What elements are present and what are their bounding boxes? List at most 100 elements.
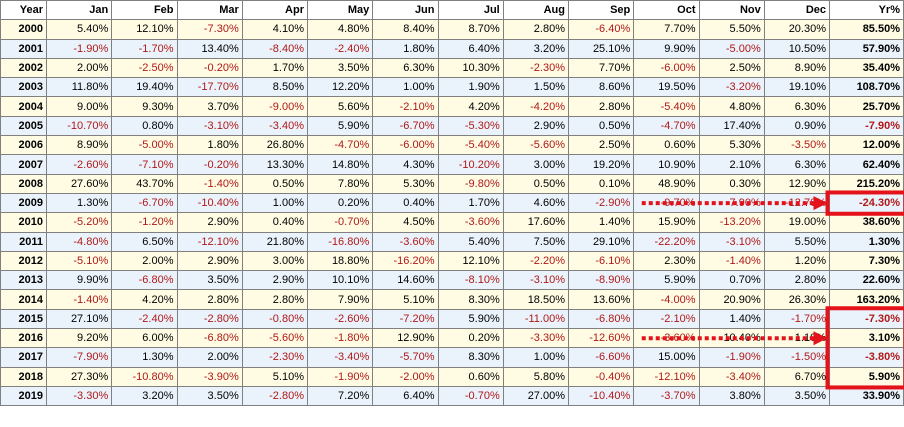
- monthly-return-cell: 0.80%: [111, 115, 178, 137]
- monthly-return-cell: 8.90%: [45, 135, 113, 156]
- yearly-return-cell: 57.90%: [829, 38, 904, 59]
- monthly-return-cell: 18.50%: [502, 289, 570, 310]
- monthly-return-cell: -1.40%: [698, 250, 765, 272]
- monthly-return-cell: -6.00%: [633, 57, 700, 79]
- yearly-return-cell: 38.60%: [829, 212, 904, 233]
- yearly-return-cell: -7.30%: [829, 308, 904, 330]
- monthly-return-cell: 1.80%: [176, 135, 243, 156]
- yearly-return-cell: 33.90%: [829, 385, 904, 407]
- monthly-return-cell: -5.20%: [45, 212, 113, 233]
- monthly-return-cell: 2.80%: [763, 270, 831, 291]
- monthly-return-cell: 1.40%: [698, 308, 765, 330]
- year-row: 2003 11.80% 19.40% -17.70% 8.50% 12.20% 1.00% 1…: [0, 77, 904, 98]
- monthly-return-cell: 20.90%: [698, 289, 765, 310]
- year-row: 2013 9.90% -6.80% 3.50% 2.90% 10.10% 14.60% -8.…: [0, 270, 904, 291]
- monthly-return-cell: 0.70%: [698, 270, 765, 291]
- monthly-return-cell: 0.60%: [437, 366, 504, 387]
- monthly-return-cell: -4.80%: [45, 231, 113, 252]
- year-cell: 2004: [0, 96, 47, 117]
- monthly-return-cell: 5.10%: [241, 366, 309, 387]
- column-header-yrpct: Yr%: [829, 0, 904, 21]
- column-header-sep: Sep: [567, 0, 635, 21]
- yearly-return-cell: 62.40%: [829, 154, 904, 175]
- year-cell: 2017: [0, 347, 47, 368]
- monthly-return-cell: 27.30%: [45, 366, 113, 387]
- monthly-return-cell: 6.30%: [763, 96, 831, 117]
- monthly-return-cell: -9.70%: [633, 192, 700, 214]
- monthly-return-cell: 5.90%: [437, 308, 504, 330]
- monthly-return-cell: 20.30%: [763, 19, 831, 40]
- monthly-return-cell: 1.70%: [437, 192, 504, 214]
- monthly-return-cell: -10.40%: [567, 385, 635, 407]
- monthly-return-cell: -6.10%: [567, 250, 635, 272]
- monthly-return-cell: 5.50%: [698, 19, 765, 40]
- monthly-return-cell: -2.30%: [241, 347, 309, 368]
- column-header-feb: Feb: [111, 0, 178, 21]
- monthly-return-cell: 7.20%: [306, 385, 374, 407]
- monthly-return-cell: -0.40%: [567, 366, 635, 387]
- monthly-return-cell: 15.00%: [633, 347, 700, 368]
- year-cell: 2012: [0, 250, 47, 272]
- monthly-return-cell: -9.00%: [241, 96, 309, 117]
- monthly-return-cell: 4.10%: [241, 19, 309, 40]
- yearly-return-cell: 3.10%: [829, 328, 904, 349]
- monthly-return-cell: -3.60%: [633, 328, 700, 349]
- monthly-return-cell: 19.10%: [763, 77, 831, 98]
- year-row: 2017 -7.90% 1.30% 2.00% -2.30% -3.40% -5.70% 8.…: [0, 347, 904, 368]
- monthly-return-cell: -7.20%: [372, 308, 439, 330]
- column-header-dec: Dec: [763, 0, 831, 21]
- monthly-return-cell: 10.10%: [306, 270, 374, 291]
- monthly-return-cell: -6.40%: [567, 19, 635, 40]
- monthly-return-cell: -3.40%: [241, 115, 309, 137]
- monthly-return-cell: 12.20%: [306, 77, 374, 98]
- monthly-return-cell: -2.10%: [633, 308, 700, 330]
- monthly-return-cell: 2.50%: [698, 57, 765, 79]
- monthly-return-cell: 1.00%: [241, 192, 309, 214]
- monthly-return-cell: 3.00%: [502, 154, 570, 175]
- year-row: 2016 9.20% 6.00% -6.80% -5.60% -1.80% 12.90% 0.…: [0, 328, 904, 349]
- column-header-oct: Oct: [633, 0, 700, 21]
- monthly-return-cell: 19.20%: [567, 154, 635, 175]
- monthly-return-cell: 12.90%: [372, 328, 439, 349]
- monthly-return-cell: -2.40%: [111, 308, 178, 330]
- monthly-return-cell: -22.20%: [633, 231, 700, 252]
- monthly-return-cell: 2.80%: [176, 289, 243, 310]
- monthly-return-cell: 3.50%: [176, 385, 243, 407]
- monthly-return-cell: -2.30%: [502, 57, 570, 79]
- monthly-return-cell: 2.10%: [698, 154, 765, 175]
- monthly-return-cell: -2.40%: [306, 38, 374, 59]
- column-header-jul: Jul: [437, 0, 504, 21]
- monthly-return-cell: 9.30%: [111, 96, 178, 117]
- monthly-return-cell: -12.70%: [763, 192, 831, 214]
- monthly-return-cell: 13.40%: [176, 38, 243, 59]
- monthly-return-cell: 4.80%: [698, 96, 765, 117]
- year-cell: 2002: [0, 57, 47, 79]
- monthly-return-cell: 17.40%: [698, 115, 765, 137]
- monthly-return-cell: 0.20%: [306, 192, 374, 214]
- column-header-may: May: [306, 0, 374, 21]
- yearly-return-cell: 108.70%: [829, 77, 904, 98]
- monthly-return-cell: 8.30%: [437, 347, 504, 368]
- monthly-return-cell: 7.80%: [306, 173, 374, 194]
- yearly-return-cell: -7.90%: [829, 115, 904, 137]
- yearly-return-cell: 25.70%: [829, 96, 904, 117]
- monthly-return-cell: -8.40%: [241, 38, 309, 59]
- monthly-return-cell: 17.60%: [502, 212, 570, 233]
- monthly-return-cell: -1.90%: [45, 38, 113, 59]
- monthly-return-cell: 2.90%: [241, 270, 309, 291]
- monthly-return-cell: 2.80%: [567, 96, 635, 117]
- monthly-return-cell: 3.50%: [306, 57, 374, 79]
- monthly-return-cell: 5.10%: [372, 289, 439, 310]
- monthly-return-cell: -1.70%: [763, 308, 831, 330]
- monthly-return-cell: -1.20%: [111, 212, 178, 233]
- column-header-aug: Aug: [502, 0, 570, 21]
- monthly-return-cell: 8.60%: [567, 77, 635, 98]
- monthly-return-cell: 5.40%: [437, 231, 504, 252]
- monthly-return-cell: 2.00%: [176, 347, 243, 368]
- monthly-return-cell: -17.70%: [176, 77, 243, 98]
- monthly-return-cell: 7.70%: [567, 57, 635, 79]
- year-row: 2005 -10.70% 0.80% -3.10% -3.40% 5.90% -6.70% -…: [0, 115, 904, 137]
- monthly-return-cell: 19.00%: [763, 212, 831, 233]
- year-cell: 2019: [0, 385, 47, 407]
- monthly-return-cell: 4.30%: [372, 154, 439, 175]
